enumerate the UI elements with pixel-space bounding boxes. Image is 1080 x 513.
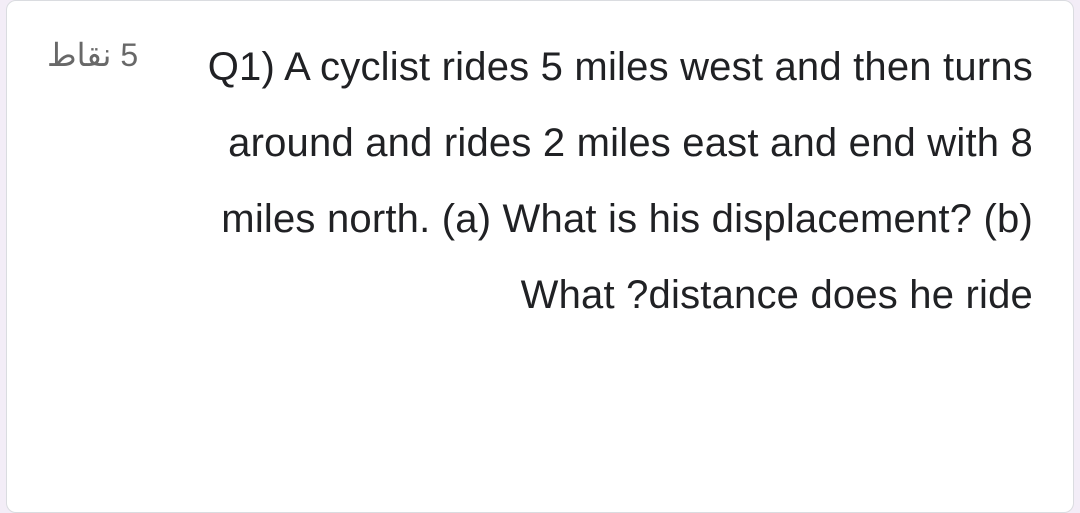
question-content: 5 نقاط Q1) A cyclist rides 5 miles west … [47, 29, 1033, 333]
question-text: Q1) A cyclist rides 5 miles west and the… [166, 29, 1033, 333]
points-label: 5 نقاط [47, 29, 138, 78]
question-card: 5 نقاط Q1) A cyclist rides 5 miles west … [6, 0, 1074, 513]
